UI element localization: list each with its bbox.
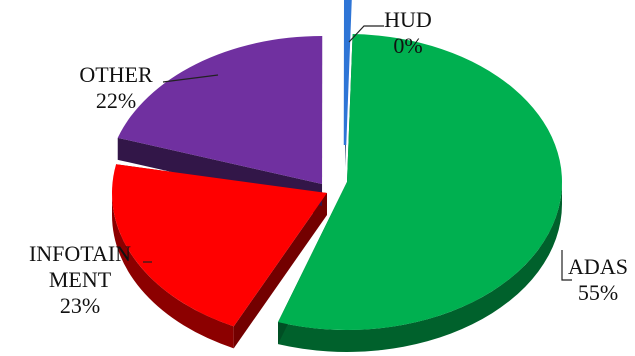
- data-label-percent-adas: 55%: [578, 280, 618, 305]
- data-label-name-hud: HUD: [384, 7, 432, 32]
- data-label-name-infotainment: MENT: [49, 267, 112, 292]
- data-label-name-infotainment: INFOTAIN: [29, 241, 131, 266]
- pie-top-layer: [111, 0, 562, 330]
- slice-adas: [278, 34, 562, 330]
- slice-side-infotainment: [112, 193, 234, 349]
- slice-other: [117, 36, 323, 185]
- data-label-name-adas: ADAS: [568, 254, 628, 279]
- data-label-percent-hud: 0%: [393, 33, 422, 58]
- data-label-percent-infotainment: 23%: [60, 293, 100, 318]
- slice-face-infotainment: [233, 193, 327, 349]
- leader-line-other: [162, 74, 219, 83]
- leader-line-adas: [561, 250, 572, 281]
- slice-infotainment: [111, 164, 327, 327]
- data-label-name-other: OTHER: [79, 62, 153, 87]
- data-label-percent-other: 22%: [96, 88, 136, 113]
- leader-line-hud: [348, 25, 384, 43]
- slice-hud: [343, 0, 352, 146]
- slice-side-adas: [278, 182, 562, 352]
